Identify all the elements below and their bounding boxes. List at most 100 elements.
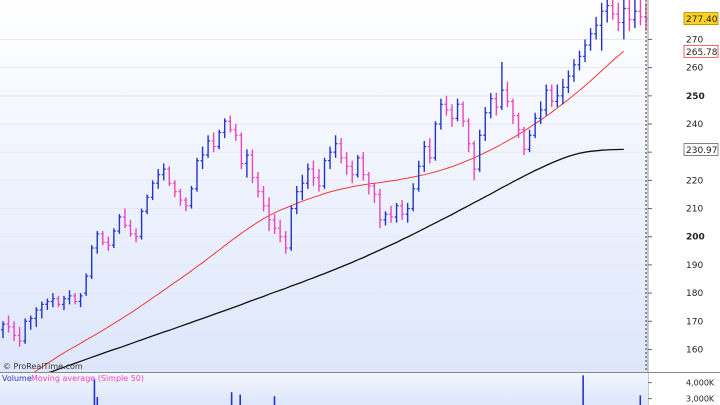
- ma50-group: [33, 50, 625, 372]
- ohlc-bar: [267, 197, 272, 232]
- volume-ma-label: Moving average (Simple 50): [31, 374, 144, 383]
- vol-tick-label: 3,000K: [686, 395, 715, 404]
- ohlc-bar: [621, 0, 626, 40]
- volume-panel-bg: [0, 373, 648, 405]
- tick-label-250: 250: [686, 92, 705, 102]
- ohlc-bar: [150, 180, 155, 201]
- ohlc-bar: [17, 326, 22, 347]
- ohlc-bar: [128, 219, 133, 237]
- tick-label-170: 170: [686, 317, 703, 327]
- ohlc-bar: [366, 171, 371, 195]
- ohlc-bar: [111, 228, 116, 248]
- ohlc-bar: [283, 231, 288, 254]
- ohlc-bar: [300, 174, 305, 201]
- volume-label: Volume: [2, 374, 32, 383]
- ohlc-bar: [167, 166, 172, 186]
- ohlc-bar: [449, 104, 454, 127]
- ohlc-bar: [577, 50, 582, 71]
- ohlc-bar: [488, 93, 493, 119]
- ohlc-bar: [67, 290, 72, 305]
- ohlc-bar: [172, 180, 177, 198]
- ohlc-bar: [156, 169, 161, 189]
- ohlc-bar: [195, 157, 200, 192]
- ma200-line: [48, 148, 624, 372]
- tick-label-270: 270: [686, 35, 703, 45]
- ohlc-bar: [549, 84, 554, 108]
- ohlc-bar: [95, 231, 100, 254]
- ohlc-bar: [117, 214, 122, 234]
- ohlc-bar: [84, 273, 89, 296]
- ohlc-bar: [134, 228, 139, 243]
- ohlc-bar: [289, 205, 294, 251]
- ohlc-bar: [560, 78, 565, 105]
- ohlc-bar: [6, 315, 11, 333]
- ohlc-bar: [522, 126, 527, 155]
- last-price-badge: 277.40: [683, 12, 719, 26]
- price-badges: 277.40 265.78 230.97: [683, 12, 719, 156]
- ohlc-bar: [61, 295, 66, 310]
- ohlc-bar: [344, 152, 349, 175]
- ohlc-bar: [405, 202, 410, 223]
- ohlc-bar: [483, 107, 488, 141]
- tick-label-260: 260: [686, 64, 703, 74]
- ohlc-bar: [161, 163, 166, 181]
- ohlc-bar: [311, 160, 316, 186]
- ohlc-bar: [233, 124, 238, 141]
- ohlc-bar: [372, 183, 377, 203]
- ohlc-bar: [400, 200, 405, 220]
- ohlc-bar: [472, 140, 477, 181]
- ohlc-bar: [34, 307, 39, 327]
- last-price-badge-box: [683, 12, 719, 26]
- ohlc-bar: [461, 101, 466, 127]
- ohlc-bar: [477, 129, 482, 172]
- ohlc-bar: [427, 138, 432, 164]
- ohlc-bar: [583, 39, 588, 62]
- ohlc-bar: [23, 318, 28, 344]
- ohlc-bar: [250, 149, 255, 184]
- ohlc-bar: [566, 70, 571, 93]
- ohlc-bar: [200, 146, 205, 170]
- grid: [0, 38, 648, 350]
- ohlc-bar: [50, 293, 55, 308]
- ohlc-bar: [278, 219, 283, 243]
- ohlc-bar: [222, 118, 227, 139]
- ma50-badge: 265.78: [683, 44, 719, 58]
- ohlc-bar: [594, 16, 599, 40]
- ohlc-bar: [78, 293, 83, 308]
- ohlc-bar: [527, 129, 532, 153]
- ohlc-bar: [433, 121, 438, 161]
- ohlc-bar: [394, 202, 399, 223]
- ohlc-bar: [544, 84, 549, 116]
- ohlc-bar: [333, 135, 338, 158]
- ma50-badge-box: [683, 44, 719, 58]
- ohlc-bar: [510, 98, 515, 124]
- ohlc-bar: [294, 186, 299, 215]
- ohlc-bar: [1, 321, 5, 339]
- ohlc-bar: [39, 301, 44, 319]
- ohlc-bar: [139, 208, 144, 240]
- ohlc-bar: [499, 62, 504, 110]
- ohlc-bar: [12, 321, 17, 341]
- ohlc-bar: [466, 118, 471, 153]
- ohlc-bar: [211, 132, 216, 153]
- ohlc-bar: [444, 95, 449, 116]
- ohlc-bar: [106, 236, 111, 251]
- ohlc-bar: [178, 188, 183, 206]
- ohlc-bar: [322, 157, 327, 189]
- ohlc-bar: [616, 2, 621, 31]
- ma200-badge-text: 230.97: [686, 146, 718, 156]
- ohlc-bar: [505, 81, 510, 108]
- ohlc-bar: [272, 214, 277, 234]
- ohlc-bar: [73, 293, 78, 305]
- ohlc-bar: [632, 0, 637, 29]
- watermark: © ProRealTime.com: [3, 362, 83, 371]
- tick-label-240: 240: [686, 120, 703, 130]
- ohlc-bar: [28, 315, 33, 330]
- ohlc-bar: [555, 84, 560, 108]
- ohlc-bar: [239, 132, 244, 170]
- ohlc-bar: [599, 2, 604, 51]
- tick-label-160: 160: [686, 345, 703, 355]
- tick-label-190: 190: [686, 261, 703, 271]
- ohlc-bar: [339, 138, 344, 164]
